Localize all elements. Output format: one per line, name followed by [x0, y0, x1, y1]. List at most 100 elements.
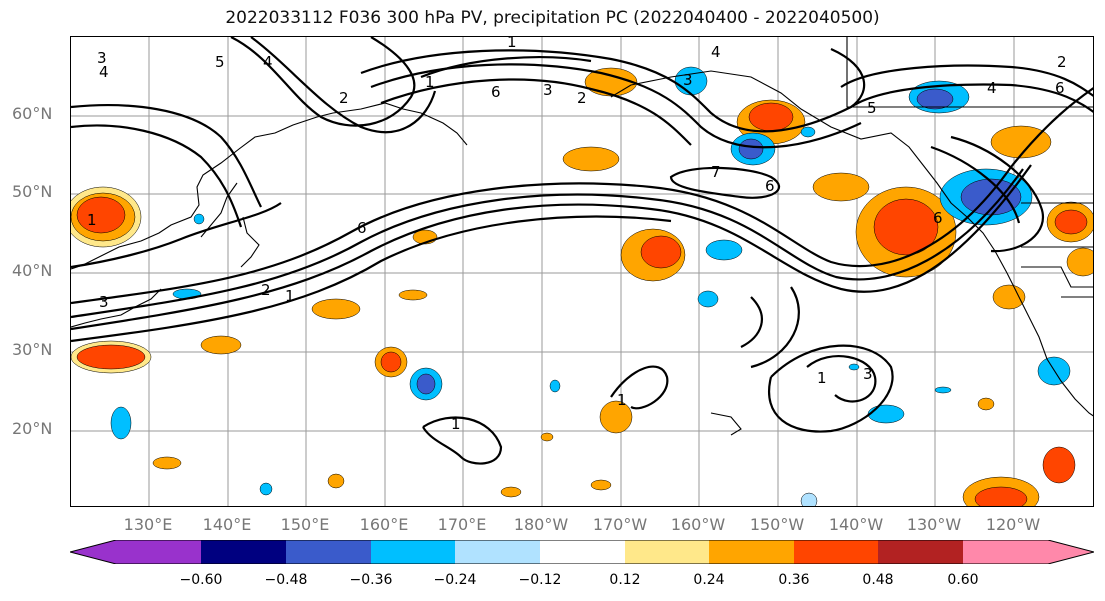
contour-label: 7	[711, 163, 721, 181]
precip-area	[549, 379, 561, 393]
colorbar-tick: 0.36	[778, 572, 810, 588]
pv-contour-line	[71, 164, 1032, 331]
precip-area	[1066, 247, 1093, 277]
colorbar-swatch	[540, 540, 625, 564]
pv-contour-line	[71, 87, 1093, 305]
precip-area	[812, 172, 870, 202]
pv-contour-line	[840, 64, 1093, 97]
precip-area	[738, 138, 764, 160]
contour-label: 6	[765, 177, 775, 195]
contour-label: 2	[339, 89, 349, 107]
contour-label: 3	[683, 71, 693, 89]
precip-area	[992, 284, 1026, 310]
precip-area	[200, 335, 242, 355]
pv-contour-line	[71, 202, 282, 269]
precip-area	[76, 344, 146, 370]
colorbar-swatch	[70, 540, 201, 564]
pv-contour-line	[610, 365, 669, 410]
precip-area	[800, 126, 816, 138]
pv-contour-line	[71, 215, 672, 343]
contour-label: 6	[357, 219, 367, 237]
colorbar-swatch	[963, 540, 1094, 564]
colorbar-tick: 0.60	[947, 572, 979, 588]
pv-contour-line	[950, 135, 1044, 253]
precip-area	[977, 397, 995, 411]
precip-positive-areas	[71, 67, 1093, 506]
colorbar-tick: −0.48	[264, 572, 308, 588]
contour-label: 1	[617, 391, 627, 409]
contour-label: 3	[863, 365, 873, 383]
colorbar-tick: 0.48	[862, 572, 894, 588]
figure-title: 2022033112 F036 300 hPa PV, precipitatio…	[225, 8, 880, 28]
precip-area	[990, 125, 1052, 159]
contour-label: 1	[451, 415, 461, 433]
lon-label-160w: 160°W	[670, 515, 726, 534]
colorbar-swatch	[201, 540, 286, 564]
contour-label: 4	[711, 43, 721, 61]
precip-area	[562, 146, 620, 172]
contour-label: 1	[87, 211, 97, 229]
pv-contour-line	[360, 47, 866, 133]
lon-label-160e: 160°E	[359, 515, 409, 534]
precip-area	[590, 479, 612, 491]
pv-contour-line	[669, 166, 780, 199]
precip-area	[640, 235, 682, 269]
pv-contour-line	[370, 63, 862, 149]
precip-area	[599, 400, 633, 434]
contour-label: 3	[99, 293, 109, 311]
contour-label: 2	[577, 89, 587, 107]
lon-label-170e: 170°E	[437, 515, 487, 534]
contour-label: 4	[987, 79, 997, 97]
lon-label-150e: 150°E	[280, 515, 330, 534]
lat-label-20n: 20°N	[12, 419, 53, 438]
precip-area	[916, 88, 954, 110]
contour-label: 2	[1057, 53, 1067, 71]
lat-label-60n: 60°N	[12, 104, 53, 123]
precip-area	[748, 102, 794, 132]
lon-label-120w: 120°W	[985, 515, 1041, 534]
contour-label: 3	[543, 81, 553, 99]
contour-label: 1	[817, 369, 827, 387]
precip-area	[697, 290, 719, 308]
lon-label-150w: 150°W	[749, 515, 805, 534]
precip-area	[705, 239, 743, 261]
precip-area	[311, 298, 361, 320]
precip-negative-areas	[110, 66, 1071, 506]
precip-area	[1042, 446, 1076, 484]
pv-contour-line	[71, 168, 1024, 319]
colorbar-tick: 0.12	[609, 572, 641, 588]
contour-label: 2	[261, 281, 271, 299]
pv-contour-line	[380, 78, 692, 146]
pv-contour-line	[930, 145, 1021, 224]
lon-label-140w: 140°W	[828, 515, 884, 534]
pv-contour-line	[750, 286, 800, 369]
lat-label-40n: 40°N	[12, 261, 53, 280]
colorbar-tick: −0.36	[349, 572, 393, 588]
contour-label: 3	[97, 49, 107, 67]
pv-contour-line	[420, 56, 592, 79]
contour-label: 1	[507, 37, 517, 51]
map-canvas: 1 2 3 4 5 6 7 1 3 4 2 1 6 3 2 1 4 3 6 5 …	[71, 37, 1093, 506]
precip-area	[193, 213, 205, 225]
lat-label-50n: 50°N	[12, 182, 53, 201]
lon-label-130e: 130°E	[123, 515, 173, 534]
precip-area	[327, 473, 345, 489]
colorbar-blocks	[70, 540, 1094, 564]
contour-label: 6	[933, 209, 943, 227]
precip-area	[848, 363, 860, 371]
pv-contour-line	[230, 37, 416, 127]
precip-area	[540, 432, 554, 442]
contour-label: 5	[867, 99, 877, 117]
pv-contour-line	[250, 37, 437, 134]
precip-area	[416, 373, 436, 395]
precip-area	[800, 492, 818, 506]
contour-label: 6	[491, 83, 501, 101]
colorbar-swatch	[794, 540, 878, 564]
colorbar	[70, 540, 1094, 564]
pv-contour-line	[71, 124, 243, 228]
colorbar-swatch	[371, 540, 455, 564]
colorbar-swatch	[878, 540, 963, 564]
contour-label: 4	[263, 53, 273, 71]
map-panel: 1 2 3 4 5 6 7 1 3 4 2 1 6 3 2 1 4 3 6 5 …	[70, 36, 1094, 507]
graticule	[71, 37, 1093, 506]
